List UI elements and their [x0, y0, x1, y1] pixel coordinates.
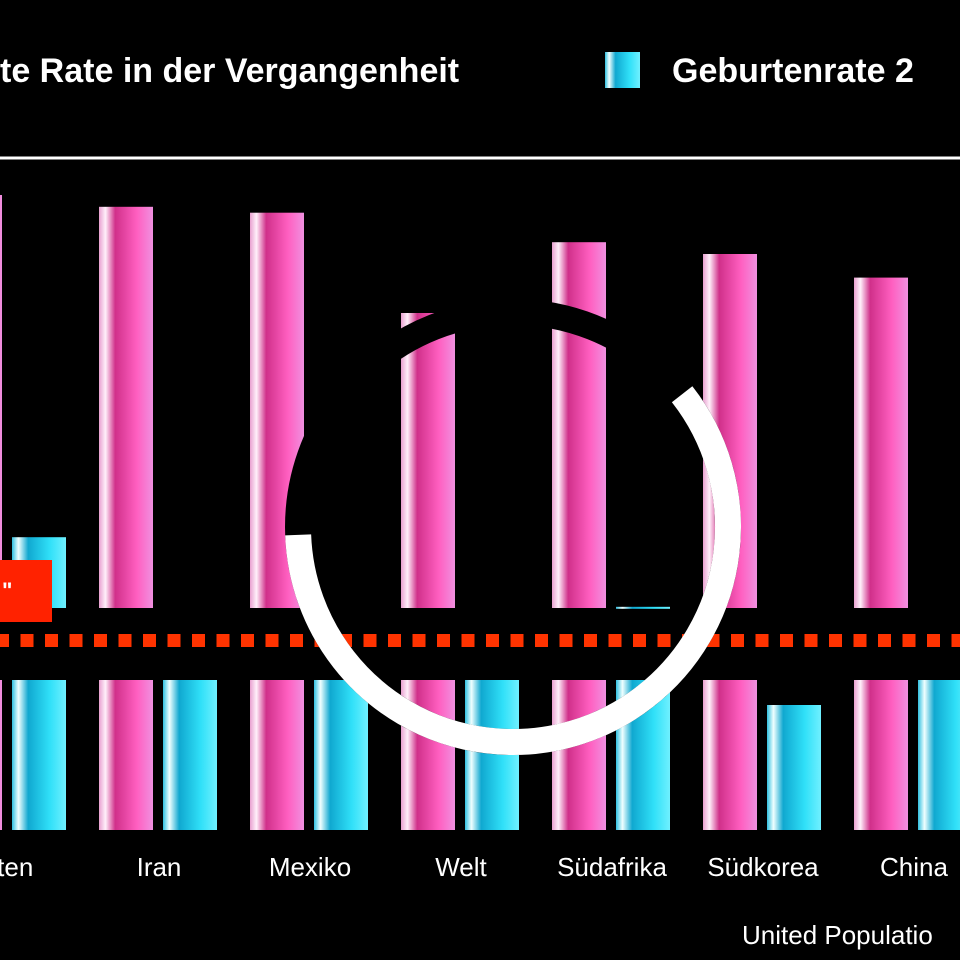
reference-dash [559, 634, 573, 647]
bar-past-0-lower [0, 680, 2, 830]
category-label: Mexiko [269, 852, 351, 882]
category-label: pten [0, 852, 33, 882]
category-label: Iran [137, 852, 182, 882]
loading-spinner [285, 299, 741, 755]
reference-dash [265, 634, 279, 647]
reference-dash [94, 634, 107, 647]
reference-dash [388, 634, 401, 647]
bar-current-4-upper [616, 606, 670, 609]
reference-dash [510, 634, 524, 647]
reference-dash [584, 634, 597, 647]
category-label: Südkorea [707, 852, 819, 882]
bar-current-6-lower [918, 680, 960, 830]
reference-dash [69, 634, 83, 647]
category-label: Welt [435, 852, 487, 882]
category-label: Südafrika [557, 852, 667, 882]
reference-dash [363, 634, 377, 647]
legend: te Rate in der Vergangenheit Geburtenrat… [0, 52, 914, 90]
bar-past-1-lower [99, 680, 153, 830]
reference-dash [20, 634, 34, 647]
legend-swatch-current [605, 52, 640, 88]
reference-dash [45, 634, 58, 647]
reference-line [0, 634, 960, 647]
reference-dash [535, 634, 548, 647]
reference-dash [192, 634, 205, 647]
callout-text: " [2, 578, 12, 603]
bar-past-4-upper [552, 242, 606, 608]
reference-dash [755, 634, 769, 647]
reference-dash [633, 634, 646, 647]
reference-dash [608, 634, 622, 647]
category-label: China [880, 852, 948, 882]
reference-dash [437, 634, 450, 647]
reference-dash [167, 634, 181, 647]
bars [0, 195, 960, 830]
reference-dash [829, 634, 842, 647]
callout: " [0, 560, 52, 622]
reference-dash [731, 634, 744, 647]
bar-past-5-lower [703, 680, 757, 830]
category-labels: pten Iran Mexiko Welt Südafrika Südkorea China [0, 852, 949, 882]
bar-current-0-lower [12, 680, 66, 830]
reference-dash [927, 634, 940, 647]
bar-past-1-upper [99, 206, 153, 609]
bar-current-2-lower [314, 680, 368, 830]
bar-current-5-lower [767, 705, 821, 830]
reference-dash [241, 634, 254, 647]
bar-past-6-upper [854, 277, 908, 608]
bar-past-3-upper [401, 313, 455, 608]
reference-dash [780, 634, 793, 647]
reference-dash [804, 634, 818, 647]
reference-dash [878, 634, 891, 647]
reference-dash [0, 634, 9, 647]
reference-dash [902, 634, 916, 647]
reference-dash [216, 634, 230, 647]
callout-box [0, 560, 52, 622]
bar-past-2-lower [250, 680, 304, 830]
bar-current-1-lower [163, 680, 217, 830]
bar-past-6-lower [854, 680, 908, 830]
bar-past-0-upper [0, 195, 2, 608]
bar-past-4-lower [552, 680, 606, 830]
legend-label-current: Geburtenrate 2 [672, 52, 914, 90]
reference-dash [461, 634, 475, 647]
reference-dash [853, 634, 867, 647]
reference-dash [143, 634, 156, 647]
reference-dash [290, 634, 303, 647]
reference-dash [951, 634, 960, 647]
reference-dash [412, 634, 426, 647]
legend-label-past: te Rate in der Vergangenheit [0, 52, 459, 90]
reference-dash [657, 634, 671, 647]
reference-dash [118, 634, 132, 647]
reference-dash [486, 634, 499, 647]
spinner-arc [285, 299, 741, 755]
source-note: United Populatio [742, 920, 933, 950]
